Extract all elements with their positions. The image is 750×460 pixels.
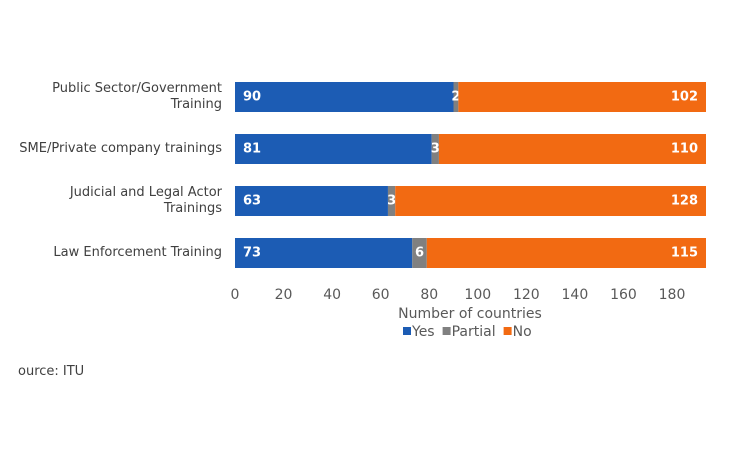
x-tick-label: 140 [562,287,589,303]
data-label: 2 [451,90,460,105]
category-label: Public Sector/Government Training [52,81,222,112]
bar-segment [458,82,706,112]
bar-segment [387,186,396,216]
x-tick-label: 40 [323,287,341,303]
x-tick-label: 180 [659,287,686,303]
x-tick-label: 100 [464,287,491,303]
data-label: 110 [671,142,698,157]
x-tick-label: 120 [513,287,540,303]
category-label: SME/Private company trainings [19,141,222,156]
bar-segment [235,238,413,268]
x-tick-label: 80 [420,287,438,303]
category-label: Judicial and Legal Actor Trainings [69,185,222,216]
data-label: 63 [243,194,261,209]
x-tick-label: 0 [231,287,240,303]
data-label: 90 [243,90,261,105]
bar-segment [426,238,706,268]
data-label: 81 [243,142,261,157]
bar-segment [412,238,427,268]
data-label: 3 [387,194,396,209]
bar-segment [235,134,432,164]
data-label: 73 [243,246,261,261]
data-label: 3 [431,142,440,157]
legend-label: No [513,324,532,340]
legend-swatch [503,327,512,335]
bar-segment [235,82,454,112]
data-label: 128 [671,194,698,209]
source-note: ource: ITU [18,364,85,379]
x-axis-title: Number of countries [398,306,542,322]
legend-label: Yes [411,324,435,340]
legend-swatch [403,327,411,335]
data-label: 115 [671,246,698,261]
data-label: 6 [415,246,424,261]
category-label: Law Enforcement Training [53,245,222,260]
x-tick-label: 60 [372,287,390,303]
bar-segment [395,186,706,216]
bar-segment [431,134,439,164]
bar-segment [235,186,388,216]
data-label: 102 [671,90,698,105]
bar-segment [438,134,706,164]
legend-label: Partial [452,324,496,340]
x-tick-label: 20 [275,287,293,303]
bar-segment [453,82,459,112]
legend-swatch [442,327,451,335]
x-tick-label: 160 [610,287,637,303]
